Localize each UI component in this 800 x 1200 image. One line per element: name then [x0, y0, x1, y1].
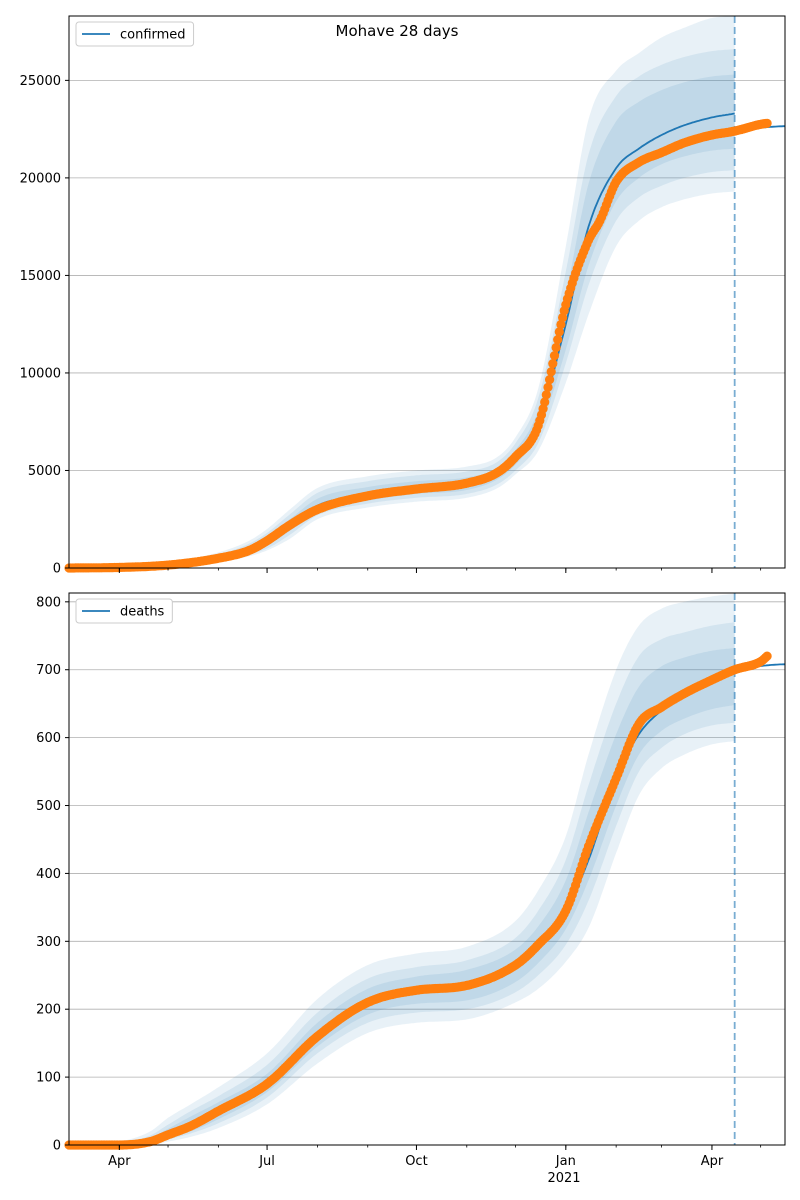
- y-tick-label: 25000: [20, 74, 61, 89]
- confirmed-y-ticks: 0 5000 10000 15000 20000 25000: [20, 74, 69, 577]
- confirmed-gridlines: [69, 79, 785, 471]
- y-tick-label: 10000: [20, 366, 61, 381]
- observed-point: [549, 351, 560, 361]
- confirmed-legend: confirmed: [75, 21, 195, 47]
- confidence-band: [69, 74, 735, 568]
- y-tick-label: 200: [36, 1003, 61, 1018]
- y-tick-label: 700: [36, 663, 61, 678]
- y-tick-label: 600: [36, 731, 61, 746]
- observed-point: [548, 359, 558, 369]
- confidence-band: [69, 622, 735, 1145]
- y-tick-label: 5000: [28, 464, 61, 479]
- x-tick-label: Jan: [555, 1154, 576, 1169]
- observed-point: [540, 397, 550, 407]
- deaths-observed-points: [64, 651, 772, 1150]
- observed-point: [541, 390, 551, 400]
- observed-point: [543, 382, 553, 392]
- observed-point: [545, 375, 555, 385]
- y-tick-label: 500: [36, 799, 61, 814]
- observed-point: [762, 118, 772, 128]
- observed-point: [556, 319, 566, 330]
- confidence-band: [69, 16, 735, 568]
- confirmed-chart: 0 5000 10000 15000 20000 25000 confirmed: [20, 15, 786, 577]
- y-tick-label: 300: [36, 935, 61, 950]
- observed-point: [553, 335, 563, 345]
- confirmed-confidence-bands: [69, 16, 735, 568]
- confirmed-legend-box: [75, 21, 195, 47]
- deaths-x-ticks: Apr Jul Oct Jan Apr: [108, 1145, 762, 1169]
- confidence-band: [69, 593, 735, 1145]
- deaths-y-ticks: 0 100 200 300 400 500 600 700 800: [36, 595, 69, 1154]
- confirmed-axes-frame: [68, 15, 786, 569]
- confirmed-legend-label: confirmed: [120, 28, 186, 43]
- deaths-legend-label: deaths: [120, 605, 165, 620]
- x-axis-year-label: 2021: [547, 1171, 580, 1186]
- y-tick-label: 0: [53, 1139, 61, 1154]
- figure-title: Mohave 28 days: [336, 22, 459, 40]
- observed-point: [546, 367, 556, 377]
- observed-point: [551, 342, 561, 353]
- y-tick-label: 15000: [20, 269, 61, 284]
- y-tick-label: 400: [36, 867, 61, 882]
- x-tick-label: Apr: [108, 1154, 131, 1169]
- y-tick-label: 100: [36, 1071, 61, 1086]
- observed-point: [554, 327, 564, 337]
- x-tick-label: Jul: [258, 1154, 275, 1169]
- deaths-gridlines: [69, 601, 785, 1078]
- confirmed-observed-points: [64, 118, 772, 573]
- x-tick-label: Oct: [405, 1154, 427, 1169]
- deaths-legend-box: [75, 598, 173, 624]
- deaths-legend: deaths: [75, 598, 173, 624]
- y-tick-label: 20000: [20, 171, 61, 186]
- confidence-band: [69, 49, 735, 568]
- y-tick-label: 0: [53, 562, 61, 577]
- deaths-axes-frame: [68, 592, 786, 1146]
- observed-point: [762, 651, 772, 661]
- y-tick-label: 800: [36, 595, 61, 610]
- x-tick-label: Apr: [701, 1154, 724, 1169]
